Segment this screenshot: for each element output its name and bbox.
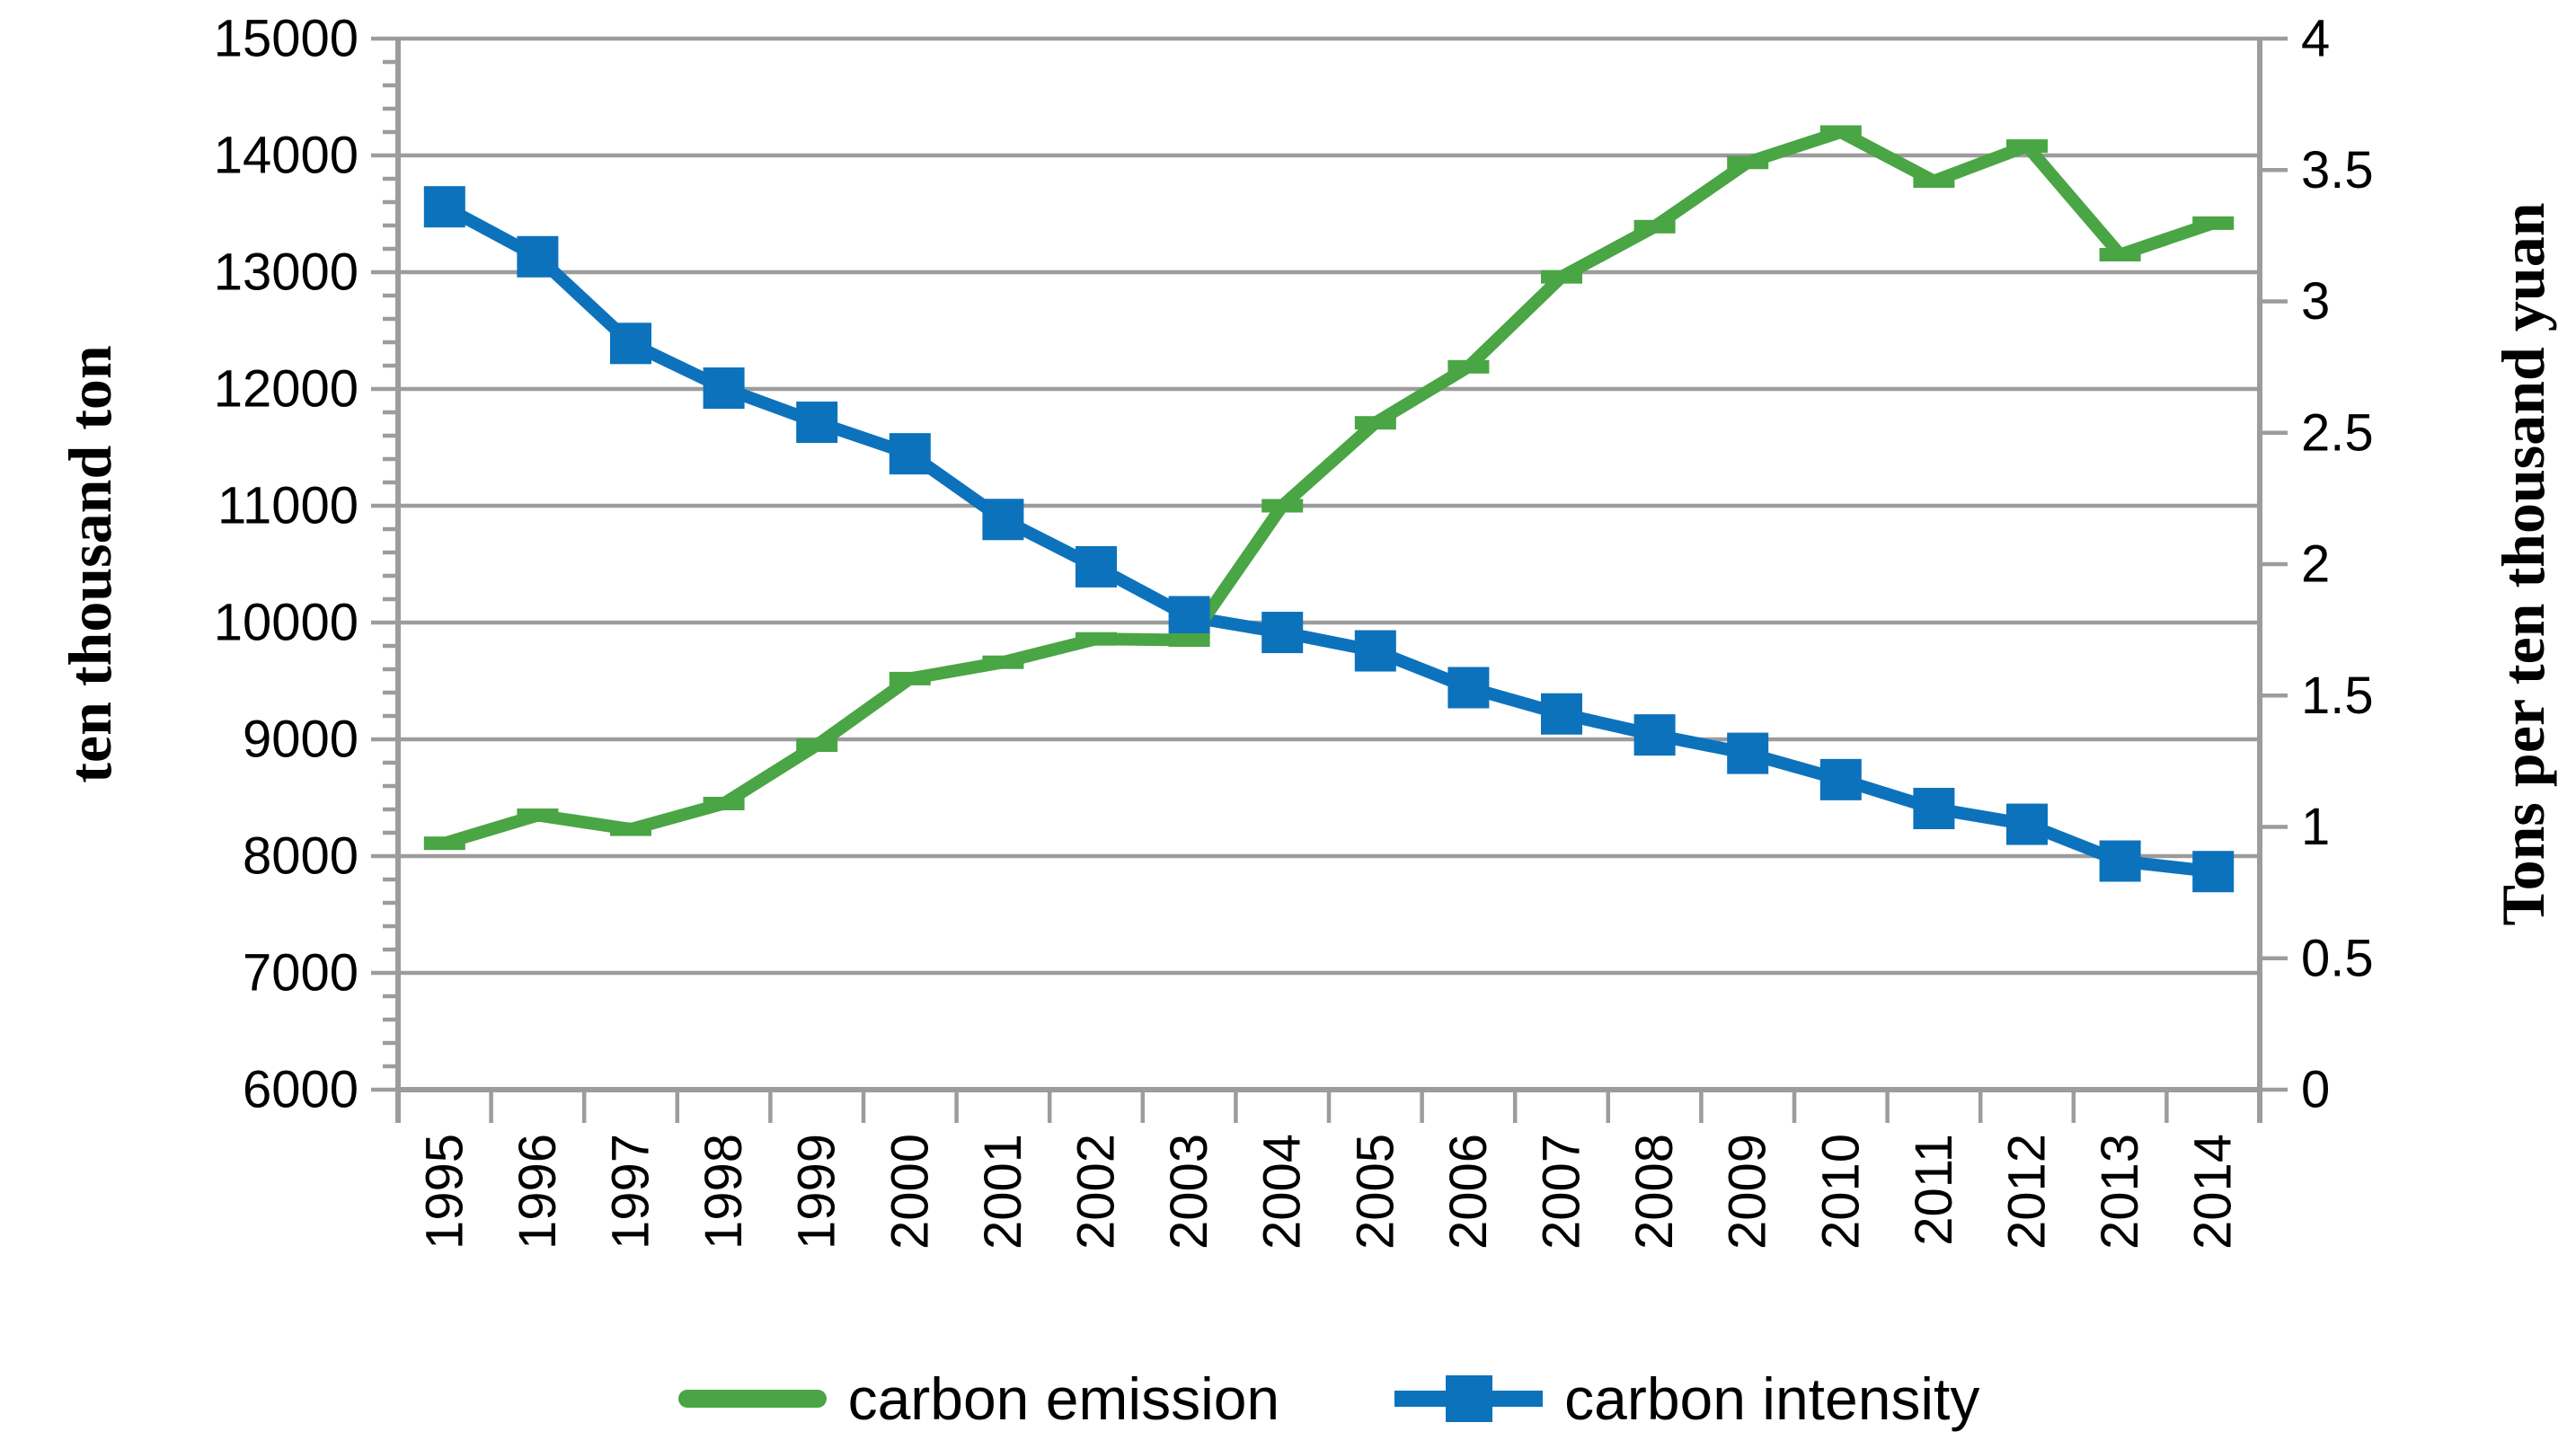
carbon-intensity-marker [796,402,838,444]
right-axis-tick-label: 2 [2301,535,2330,594]
left-axis-tick-label: 12000 [214,360,359,419]
right-axis-tick-label: 3 [2301,272,2330,331]
x-axis-year-label: 1998 [695,1134,753,1250]
carbon-emission-marker [1354,416,1396,430]
carbon-emission-marker [517,808,559,822]
carbon-intensity-marker [1541,693,1582,735]
left-axis-tick-label: 10000 [214,594,359,652]
carbon-intensity-marker [2006,803,2048,845]
x-axis-year-label: 2005 [1346,1134,1404,1250]
x-axis-year-label: 2000 [881,1134,939,1250]
x-axis-year-label: 2007 [1533,1134,1591,1250]
carbon-emission-marker [889,671,931,685]
left-axis-tick-label: 11000 [217,477,359,535]
right-axis-tick-label: 0 [2301,1061,2330,1119]
carbon-intensity-marker [1354,630,1396,672]
carbon-intensity-marker [517,235,559,278]
carbon-emission-marker [2006,139,2048,154]
x-axis-year-label: 2008 [1625,1134,1684,1250]
carbon-emission-marker [1447,359,1490,374]
carbon-emission-marker [2099,248,2141,261]
x-axis-year-label: 1996 [509,1134,567,1250]
x-axis-year-label: 1997 [602,1134,660,1250]
carbon-intensity-marker [2192,851,2235,893]
left-axis-tick-label: 14000 [214,127,359,185]
carbon-intensity-marker-swatch-icon [1394,1374,1544,1424]
x-axis-year-label: 2009 [1719,1134,1777,1250]
x-axis-year-label: 1999 [788,1134,846,1250]
right-axis-title: Tons per ten thousand yuan [2489,202,2557,925]
right-axis-tick-label: 1 [2301,798,2330,856]
carbon-intensity-marker [1727,732,1769,774]
carbon-intensity-marker [1168,596,1210,638]
right-axis-tick-label: 4 [2301,10,2330,68]
left-axis-tick-label: 7000 [243,944,359,1003]
carbon-emission-marker [1541,269,1582,284]
carbon-intensity-marker [982,499,1024,541]
legend-item-carbon-emission: carbon emission [677,1365,1280,1432]
right-axis-tick-label: 1.5 [2301,667,2374,725]
x-axis-year-label: 2003 [1160,1134,1218,1250]
x-axis-year-label: 2012 [1998,1134,2057,1250]
carbon-emission-line-swatch-icon [677,1390,827,1408]
carbon-emission-marker [1913,174,1955,189]
carbon-intensity-marker [2099,840,2141,882]
x-axis-year-label: 2004 [1253,1134,1312,1250]
carbon-emission-marker [1633,219,1676,234]
carbon-intensity-marker [1819,758,1862,800]
x-axis-year-label: 1995 [415,1134,474,1250]
carbon-intensity-line [441,201,2214,879]
left-axis-tick-label: 9000 [243,711,359,769]
right-axis-tick-label: 0.5 [2301,929,2374,987]
x-axis-year-label: 2013 [2091,1134,2149,1250]
legend: carbon emission carbon intensity [398,1349,2260,1448]
left-axis-tick-label: 6000 [243,1061,359,1119]
right-axis-tick-label: 3.5 [2301,141,2374,199]
carbon-intensity-marker [1447,667,1490,709]
x-axis-year-label: 2001 [974,1134,1032,1250]
left-axis-title: ten thousand ton [56,345,124,783]
carbon-emission-marker [1819,125,1862,139]
left-axis-tick-label: 15000 [214,10,359,68]
carbon-emission-marker [2192,216,2235,230]
carbon-intensity-marker [423,186,465,228]
carbon-intensity-marker [1913,788,1955,830]
carbon-emission-marker [1076,632,1117,646]
carbon-intensity-marker [610,322,651,365]
carbon-intensity-marker [1633,714,1676,756]
carbon-emission-marker [982,655,1024,669]
carbon-emission-marker [796,738,838,752]
legend-item-carbon-intensity: carbon intensity [1394,1369,1979,1428]
carbon-intensity-marker [1261,612,1304,654]
legend-label-carbon-emission: carbon emission [847,1365,1280,1432]
carbon-emission-marker [703,797,745,810]
x-axis-year-label: 2014 [2184,1134,2243,1250]
carbon-emission-marker [610,822,651,836]
legend-label-carbon-intensity: carbon intensity [1564,1365,1980,1432]
left-axis-tick-label: 13000 [214,243,359,302]
x-axis-year-label: 2011 [1905,1134,1963,1246]
right-axis-tick-label: 2.5 [2301,403,2374,462]
carbon-emission-marker [423,836,465,851]
x-axis-year-label: 2010 [1811,1134,1870,1250]
carbon-intensity-marker [889,433,931,475]
carbon-emission-marker [1168,633,1210,647]
x-axis-year-label: 2002 [1067,1134,1126,1250]
carbon-emission-marker [1727,155,1769,170]
carbon-emission-marker [1261,499,1304,513]
carbon-emission-line [442,126,2216,850]
x-axis-year-label: 2006 [1439,1134,1498,1250]
carbon-intensity-marker [1076,545,1117,588]
left-axis-tick-label: 8000 [243,827,359,886]
carbon-intensity-marker [703,367,745,410]
